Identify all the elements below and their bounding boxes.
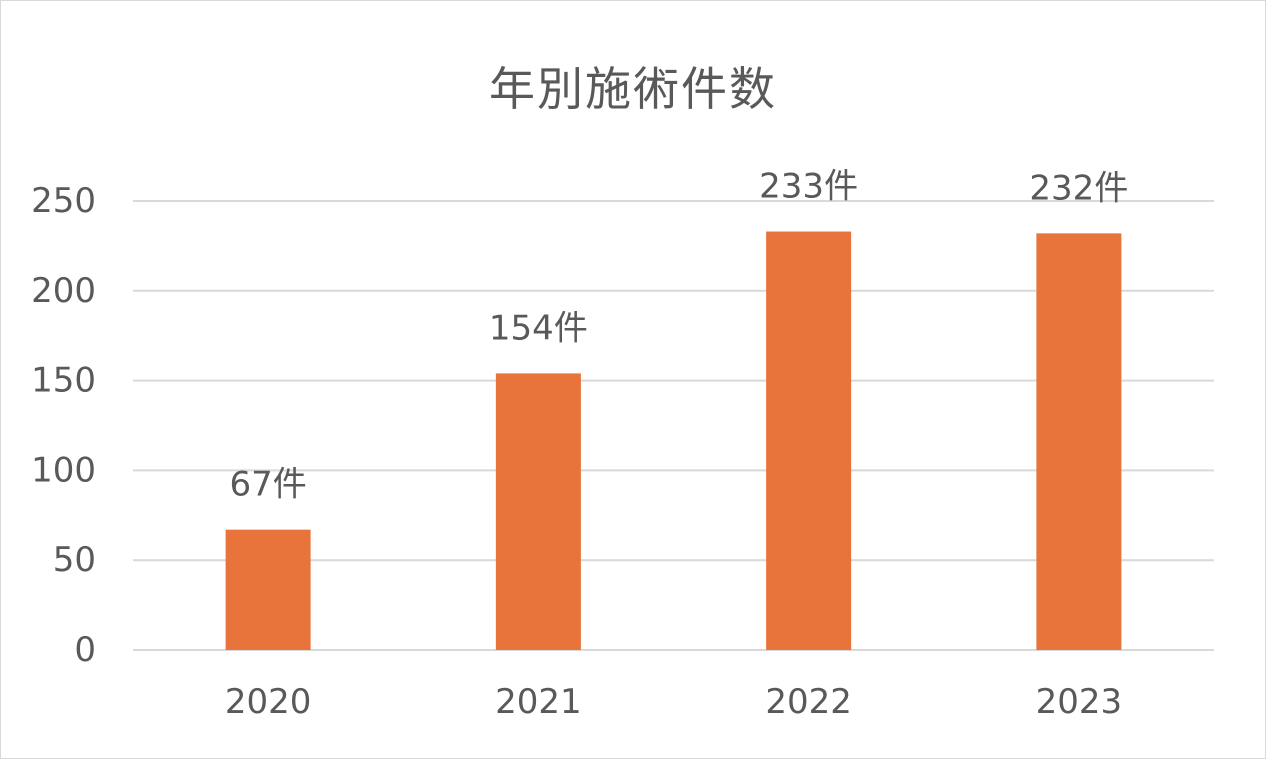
y-tick-label: 0	[74, 630, 96, 670]
gridlines	[133, 200, 1214, 651]
chart-title: 年別施術件数	[489, 62, 777, 116]
y-tick-label: 50	[53, 540, 96, 580]
x-tick-label-2020: 2020	[225, 682, 312, 722]
bar-2020	[225, 529, 311, 650]
x-tick-label-2021: 2021	[495, 682, 582, 722]
x-axis-ticks: 2020 2021 2022 2023	[225, 682, 1122, 722]
data-label-2023: 232件	[1029, 168, 1128, 208]
x-tick-label-2023: 2023	[1036, 682, 1123, 722]
x-tick-label-2022: 2022	[765, 682, 852, 722]
data-label-2021: 154件	[489, 308, 588, 348]
bar-2022	[766, 231, 852, 651]
y-tick-label: 100	[31, 450, 96, 490]
y-axis-ticks: 0 50 100 150 200 250	[31, 181, 96, 670]
y-tick-label: 150	[31, 361, 96, 401]
bar-2021	[495, 373, 581, 650]
data-labels: 67件 154件 233件 232件	[229, 167, 1128, 505]
y-tick-label: 200	[31, 271, 96, 311]
bar-2023	[1036, 233, 1122, 650]
data-label-2022: 233件	[759, 167, 858, 207]
data-label-2020: 67件	[229, 465, 306, 505]
bars	[225, 231, 1122, 651]
y-tick-label: 250	[31, 181, 96, 221]
